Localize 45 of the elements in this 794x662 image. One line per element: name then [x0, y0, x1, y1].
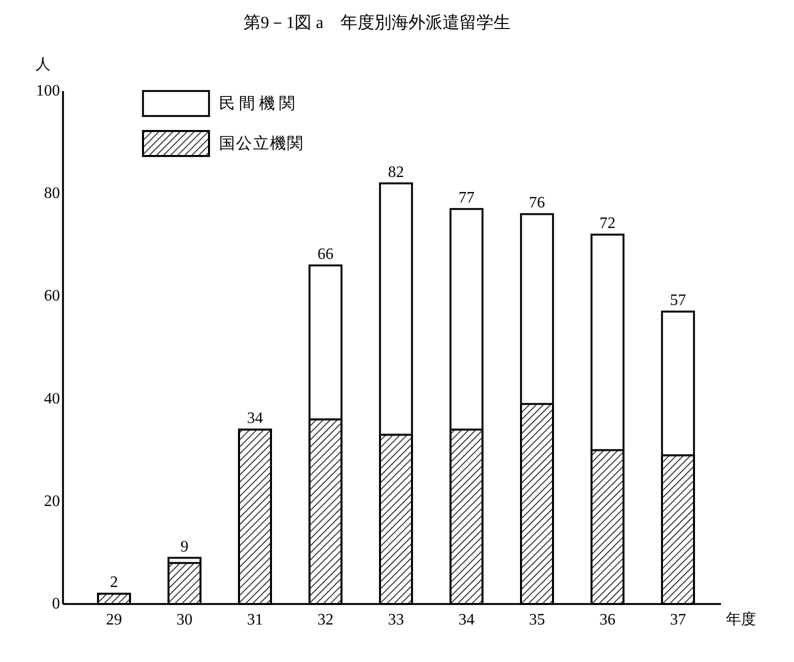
total-label: 57 [670, 292, 686, 310]
x-tick-label: 32 [318, 612, 334, 628]
y-tick-label: 0 [52, 596, 60, 612]
bar [450, 208, 484, 431]
bar [97, 592, 131, 605]
bar [308, 418, 342, 605]
y-tick-label: 80 [44, 185, 60, 202]
bar [308, 264, 342, 420]
bar [661, 310, 695, 456]
total-label: 9 [180, 538, 188, 556]
x-tick-label: 33 [388, 612, 404, 628]
x-tick-label: 29 [106, 612, 122, 628]
bar [379, 434, 413, 605]
total-label: 82 [388, 164, 404, 181]
x-tick-label: 35 [529, 612, 545, 628]
total-label: 66 [318, 246, 334, 263]
total-label: 34 [247, 410, 263, 428]
x-tick-label: 36 [600, 612, 616, 628]
x-tick-label: 31 [247, 612, 263, 628]
y-tick-label: 20 [44, 492, 60, 510]
total-label: 76 [529, 194, 545, 212]
bar [238, 428, 272, 605]
y-tick-label: 40 [44, 390, 60, 408]
bar [168, 562, 202, 605]
bar [168, 556, 202, 564]
x-tick-label: 30 [176, 612, 192, 628]
legend-label: 民間機関 [219, 94, 299, 112]
x-tick-label: 34 [458, 612, 474, 628]
y-tick-label: 60 [44, 288, 60, 305]
legend-label: 国公立機関 [219, 134, 304, 152]
y-tick-label: 100 [36, 82, 60, 100]
bar [520, 213, 554, 405]
total-label: 77 [458, 189, 474, 206]
chart-title: 第9－1図 a 年度別海外派遣留学生 [244, 13, 510, 32]
bar [450, 428, 484, 605]
bar [379, 182, 413, 436]
total-label: 72 [600, 215, 616, 232]
x-axis-title: 年度 [726, 611, 756, 628]
x-tick-label: 37 [670, 612, 686, 628]
bar [520, 402, 554, 605]
y-axis-title: 人 [36, 57, 50, 73]
bar [590, 234, 624, 452]
total-label: 2 [110, 574, 118, 592]
bar [661, 454, 695, 605]
bar [590, 449, 624, 605]
